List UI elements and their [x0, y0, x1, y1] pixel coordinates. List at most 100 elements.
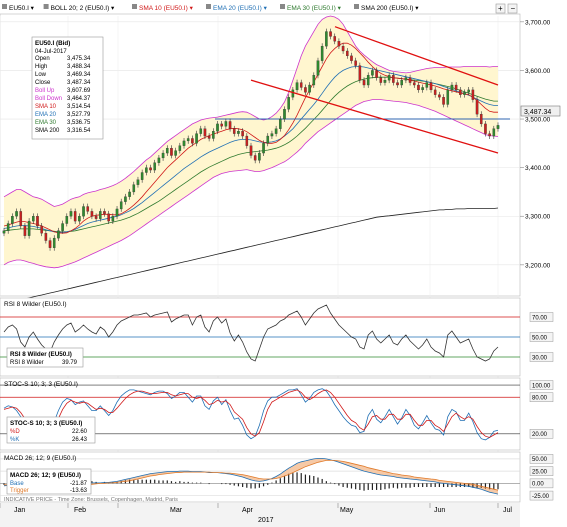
toolbar-item-4[interactable]: EMA 30 (EU50.I) ▾	[287, 5, 342, 12]
level-badge	[529, 478, 554, 489]
zoom-out-button[interactable]	[507, 3, 518, 14]
candle-body	[320, 45, 324, 61]
candle-body	[161, 152, 165, 159]
candle-body	[325, 31, 328, 47]
candle-body	[308, 84, 311, 93]
toolbar-item-1[interactable]: BOLL 20; 2 (EU50.I) ▾	[51, 5, 115, 12]
info-row-value: 3,464.37	[67, 96, 91, 102]
candle-body	[128, 191, 131, 197]
rsi-legend-value: 39.79	[62, 360, 78, 366]
level-label: 0.00	[532, 482, 544, 488]
bollinger-band	[3, 15, 499, 269]
price-axis: 3,200.00 3,300.00 3,400.00 3,500.00 3,600.00…	[520, 19, 551, 269]
channel-lower-line[interactable]	[250, 79, 499, 154]
info-row-label: EMA 20	[35, 112, 57, 118]
stoc-legend-title: STOC-S 10; 3; 3 (EU50.I)	[10, 420, 82, 427]
candle-body	[140, 172, 144, 180]
candle-body	[19, 211, 23, 227]
candle-body	[145, 167, 148, 173]
info-row-value: 3,536.75	[67, 120, 91, 126]
candle-body	[475, 99, 479, 115]
info-box-rows: Open 3,475.34 High 3,488.34 Low 3,469.34 Close…	[35, 56, 91, 134]
rsi-legend-label: RSI 8 Wilder	[10, 360, 44, 366]
info-box-frame	[31, 36, 104, 140]
level-badge	[529, 490, 554, 501]
toolbar-item-5[interactable]: SMA 200 (EU50.I) ▾	[361, 5, 419, 12]
x-tick-label: May	[340, 507, 354, 514]
info-row-label: Boll Down	[35, 96, 62, 102]
zoom-in-button[interactable]	[495, 3, 506, 14]
candle-body	[98, 211, 102, 219]
candle-body	[165, 148, 169, 154]
toolbar-item-0[interactable]: EU50.I ▾	[9, 5, 35, 12]
candle-body	[404, 77, 408, 81]
info-row-value: 3,475.34	[67, 56, 91, 62]
candle-body	[479, 114, 483, 125]
candle-body	[283, 109, 286, 120]
candle-body	[387, 75, 391, 81]
candle-body	[333, 36, 337, 42]
candle-body	[44, 233, 48, 241]
candle-body	[383, 80, 387, 83]
macd-base-label: Base	[10, 481, 24, 487]
candle-body	[253, 155, 257, 161]
level-label: 50.00	[532, 335, 548, 341]
info-box: EU50.I (Bid) 04-Jul-2017 Open 3,475.34 Hig…	[31, 36, 104, 140]
candle-body	[11, 216, 14, 224]
zoom-out-icon: −	[511, 4, 516, 13]
price-badge-box	[520, 105, 561, 117]
macd-base-value: -21.87	[70, 481, 88, 487]
candle-body	[153, 162, 157, 171]
candle-body	[119, 201, 123, 210]
macd-panel-title: MACD 26; 12; 9 (EU50.I)	[4, 455, 76, 462]
zoom-in-icon: +	[498, 4, 503, 13]
candle-body	[2, 230, 6, 234]
toolbar-item-icon	[132, 4, 137, 9]
candle-body	[149, 167, 152, 171]
bollinger-lower-line	[3, 99, 499, 269]
info-row-label: Low	[35, 72, 47, 78]
candle-body	[107, 213, 110, 222]
toolbar-item-2[interactable]: SMA 10 (EU50.I) ▾	[139, 5, 194, 12]
price-badge-text: 3,487.34	[524, 109, 551, 116]
macd-legend-title: MACD 26; 12; 9 (EU50.I)	[10, 472, 81, 479]
rsi-legend-box	[6, 347, 84, 368]
info-row-label: High	[35, 64, 47, 70]
x-tick-label: Apr	[242, 507, 254, 514]
channel-upper-line[interactable]	[334, 26, 499, 86]
candle-body	[379, 77, 383, 83]
toolbar-item-icon	[2, 4, 7, 9]
candle-body	[132, 184, 136, 193]
info-row-value: 3,316.54	[67, 128, 91, 134]
candle-body	[232, 128, 236, 134]
level-label: 100.00	[532, 383, 551, 389]
stoc-k-value: 26.43	[72, 437, 88, 443]
info-row-label: EMA 30	[35, 120, 57, 126]
x-tick-label: Mar	[170, 507, 183, 514]
toolbar-item-icon	[280, 4, 285, 9]
level-label: 20.00	[532, 432, 548, 438]
level-badge	[529, 429, 554, 439]
info-row-value: 3,469.34	[67, 72, 91, 78]
candle-body	[392, 75, 395, 83]
footer-note: INDICATIVE PRICE - Time Zone: Brussels, …	[4, 497, 178, 503]
candle-body	[241, 131, 244, 137]
bollinger-fill	[4, 16, 498, 268]
candle-body	[82, 206, 85, 217]
candle-body	[316, 60, 320, 76]
level-badge	[529, 392, 554, 402]
toolbar-item-3[interactable]: EMA 20 (EU50.I) ▾	[213, 5, 268, 12]
candle-body	[433, 89, 437, 95]
candle-body	[220, 123, 223, 127]
candle-body	[6, 223, 10, 231]
candle-body	[446, 89, 450, 105]
candle-body	[312, 75, 316, 86]
trend-channel[interactable]	[250, 26, 499, 154]
candle-body	[488, 133, 491, 137]
candle-body	[362, 80, 366, 86]
candle-body	[27, 220, 31, 236]
candle-body	[492, 128, 496, 137]
level-badge	[529, 454, 554, 464]
level-badge	[529, 352, 554, 362]
